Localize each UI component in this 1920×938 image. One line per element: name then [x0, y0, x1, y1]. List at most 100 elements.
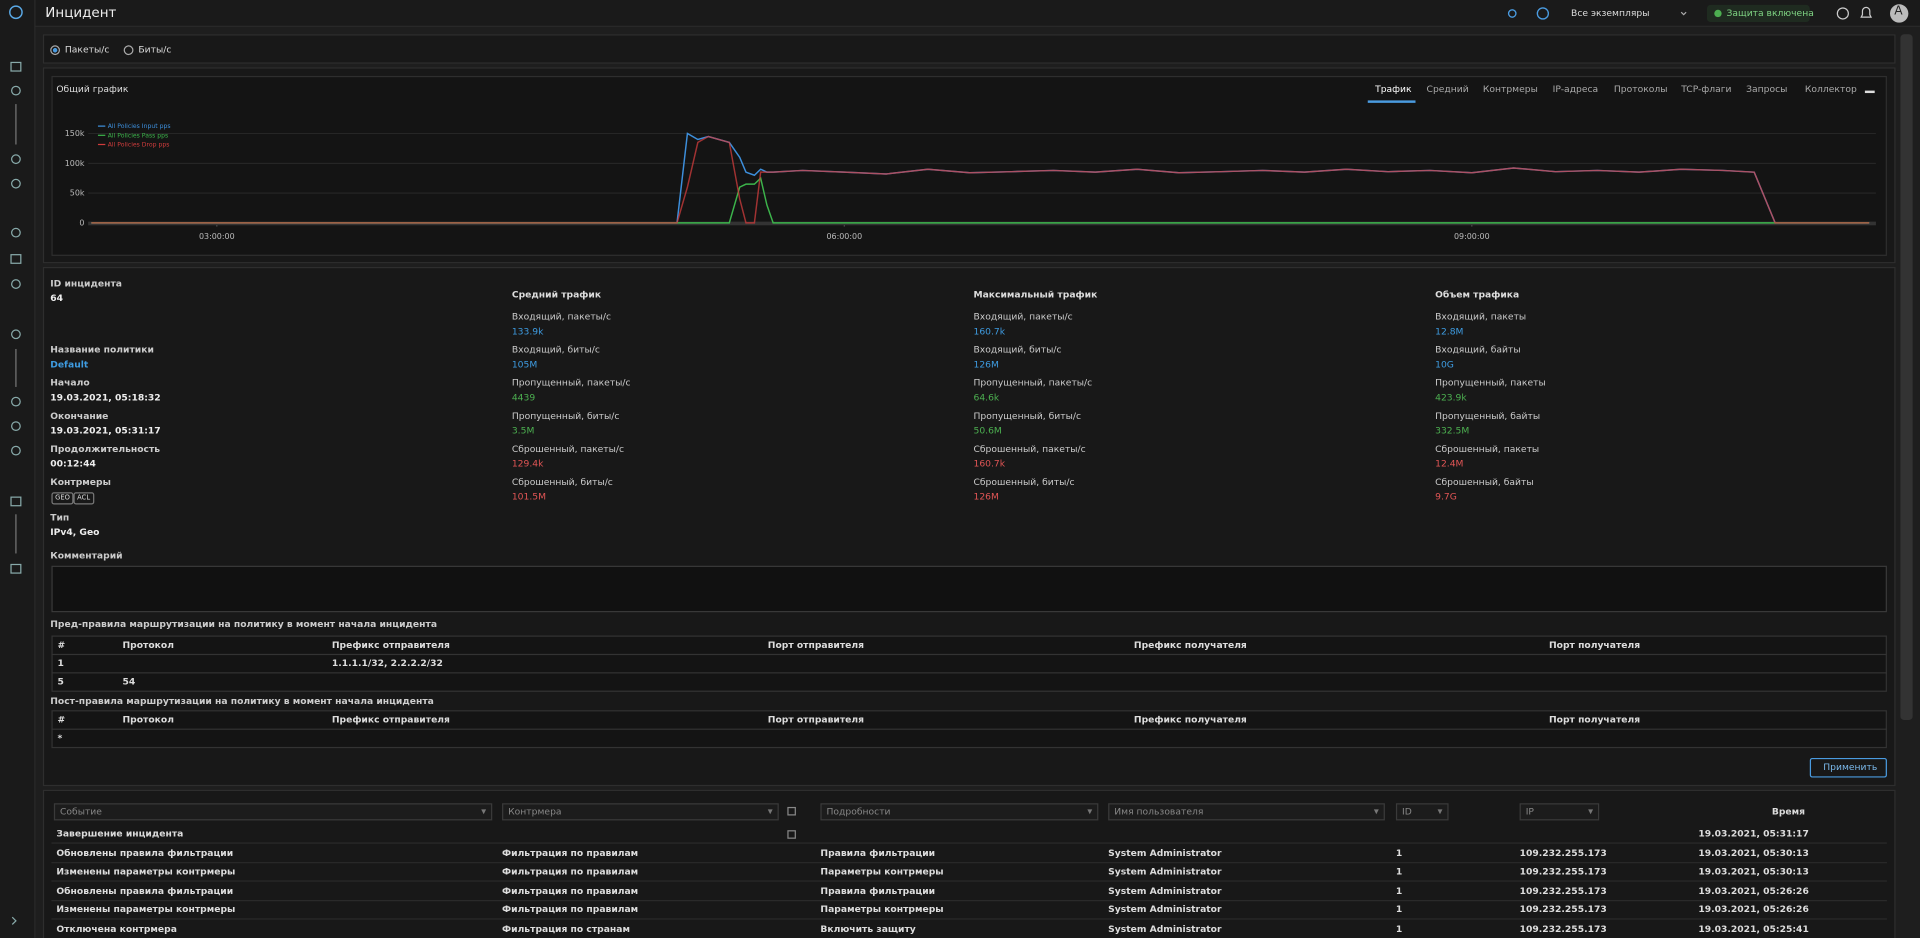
protection-pill[interactable] — [1706, 4, 1810, 23]
comment-input[interactable] — [51, 565, 1887, 613]
radio[interactable] — [123, 45, 134, 56]
column-title: Максимальный трафик — [973, 288, 1098, 301]
metric-value: 101.5M — [511, 491, 547, 503]
nav-icon[interactable] — [11, 227, 21, 238]
nav-icon[interactable] — [11, 329, 21, 340]
expand-icon[interactable] — [11, 916, 17, 925]
signal-icon[interactable] — [1507, 9, 1517, 18]
filter-input[interactable] — [820, 803, 1099, 821]
nav-icon[interactable] — [11, 396, 21, 407]
nav-icon[interactable] — [11, 445, 21, 456]
columns-icon[interactable] — [787, 806, 796, 816]
event-cell: Отключена контрмера — [56, 923, 177, 935]
event-cell: Изменены параметры контрмеры — [56, 904, 236, 916]
tab[interactable]: TCP-флаги — [1681, 83, 1732, 95]
detail-label: Начало — [50, 377, 90, 389]
filter-input[interactable] — [53, 803, 493, 821]
nav-icon[interactable] — [10, 496, 22, 507]
minimize-icon[interactable] — [1864, 90, 1875, 94]
metric-value: 12.4M — [1435, 457, 1464, 469]
series-line — [91, 132, 1870, 224]
bell-icon[interactable] — [1860, 6, 1873, 18]
event-cell: 1 — [1395, 904, 1403, 916]
sidebar-icons — [9, 5, 23, 925]
event-cell: Фильтрация по правилам — [502, 865, 639, 877]
metric-value: 64.6k — [973, 391, 1000, 403]
tab[interactable]: Коллектор — [1804, 83, 1857, 95]
detail-value: Default — [50, 358, 89, 370]
chart-title: Общий график — [56, 83, 129, 95]
metric-value: 50.6M — [973, 424, 1002, 436]
filter-input[interactable] — [1519, 803, 1600, 821]
nav-icon[interactable] — [10, 61, 22, 72]
mode-panel — [42, 34, 1896, 64]
metric-label: Входящий, байты — [1435, 344, 1521, 356]
metric-value: 160.7k — [973, 325, 1006, 337]
page-title: Инцидент — [45, 4, 117, 21]
globe-icon[interactable] — [1536, 7, 1550, 20]
avatar[interactable] — [1890, 4, 1909, 23]
badge: GEO — [51, 492, 74, 505]
nav-icon[interactable] — [11, 154, 21, 165]
tab[interactable]: Контрмеры — [1482, 83, 1538, 95]
nav-icon[interactable] — [10, 563, 22, 574]
tab[interactable]: Запросы — [1746, 83, 1788, 95]
radio-label[interactable]: Пакеты/с — [64, 44, 110, 56]
y-tick-label: 100k — [65, 159, 85, 168]
row-separator — [51, 653, 1887, 656]
nav-icon[interactable] — [11, 421, 21, 432]
comment-label: Комментарий — [50, 549, 123, 561]
tab[interactable]: Средний — [1426, 83, 1469, 95]
detail-label: Тип — [50, 511, 70, 523]
nav-icon[interactable] — [11, 178, 21, 189]
metric-value: 105M — [511, 358, 538, 370]
filter-placeholder[interactable]: IP — [1525, 805, 1534, 817]
column-header: Порт получателя — [1548, 713, 1641, 725]
scrollbar[interactable] — [1900, 34, 1913, 721]
detail-value: IPv4, Geo — [50, 526, 100, 538]
nav-icon[interactable] — [10, 254, 22, 264]
metric-value: 10G — [1435, 358, 1454, 370]
apply-button[interactable] — [1809, 757, 1887, 778]
column-header: # — [57, 639, 66, 651]
event-cell: 19.03.2021, 05:30:13 — [1698, 865, 1809, 877]
event-cell: Обновлены правила фильтрации — [56, 846, 234, 858]
column-title: Средний трафик — [511, 288, 602, 301]
filter-placeholder[interactable]: Контрмера — [508, 805, 562, 817]
header-icons — [1507, 4, 1909, 23]
radio-label[interactable]: Биты/с — [138, 44, 172, 56]
metric-value: 133.9k — [511, 325, 544, 337]
protection-status: Защита включена — [1726, 7, 1814, 19]
metric-label: Сброшенный, биты/с — [973, 476, 1075, 488]
filter-input[interactable] — [1395, 803, 1449, 821]
legend-label: All Policies Input pps — [108, 123, 171, 130]
filter-placeholder[interactable]: Имя пользователя — [1114, 805, 1204, 817]
column-header: Префикс отправителя — [331, 713, 450, 725]
filter-placeholder[interactable]: ID — [1402, 805, 1412, 817]
logo — [9, 5, 23, 20]
instance-select[interactable]: Все экземпляры — [1571, 7, 1650, 19]
event-cell: 19.03.2021, 05:26:26 — [1698, 885, 1809, 897]
detail-label: Название политики — [50, 344, 154, 356]
detail-label: Окончание — [50, 410, 109, 422]
filter-input[interactable] — [1108, 803, 1385, 821]
filter-placeholder[interactable]: Событие — [60, 805, 102, 817]
event-cell: 109.232.255.173 — [1519, 885, 1607, 897]
event-cell: Завершение инцидента — [56, 827, 184, 839]
help-icon[interactable] — [1836, 7, 1849, 20]
time-header[interactable]: Время — [1771, 805, 1806, 817]
tab[interactable]: Протоколы — [1613, 83, 1668, 95]
event-cell: 109.232.255.173 — [1519, 904, 1607, 916]
metric-value: 129.4k — [511, 457, 544, 469]
filter-placeholder[interactable]: Подробности — [826, 805, 891, 817]
rules-table — [51, 635, 1887, 692]
event-cell: Обновлены правила фильтрации — [56, 885, 234, 897]
filter-input[interactable] — [502, 803, 779, 821]
tab[interactable]: IP-адреса — [1552, 83, 1599, 95]
tab[interactable]: Трафик — [1375, 83, 1412, 95]
nav-icon[interactable] — [11, 279, 21, 289]
apply-label[interactable]: Применить — [1823, 761, 1878, 773]
radio[interactable] — [50, 45, 61, 56]
nav-icon[interactable] — [11, 85, 21, 96]
